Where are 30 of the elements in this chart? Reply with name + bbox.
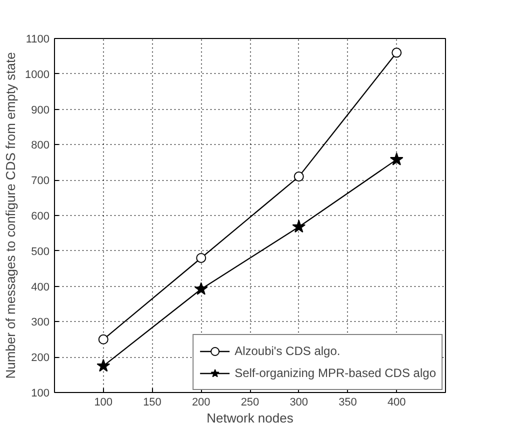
y-axis-title: Number of messages to configure CDS from empty state (3, 52, 18, 379)
point (96, 358, 110, 372)
y-tick-label: 900 (31, 104, 50, 116)
x-tick-label: 200 (192, 396, 210, 408)
legend-label: Alzoubi's CDS algo. (234, 344, 340, 358)
y-tick-label: 600 (31, 210, 50, 222)
point (196, 252, 206, 263)
point (392, 48, 402, 58)
x-tick-label: 350 (338, 396, 357, 408)
point (292, 220, 306, 233)
y-tick-label: 800 (31, 140, 50, 152)
y-tick-label: 400 (31, 281, 50, 294)
y-tick-label: 100 (31, 388, 50, 400)
y-tick-label: 1100 (26, 34, 50, 46)
x-tick-label: 250 (240, 396, 260, 408)
y-tick-label: 1000 (25, 68, 50, 81)
x-axis-title: Network nodes (206, 410, 294, 426)
x-tick-label: 150 (143, 396, 162, 408)
x-tick-label: 100 (94, 396, 113, 408)
y-tick-label: 300 (31, 316, 50, 329)
y-tick-label: 700 (31, 175, 50, 188)
x-tick-label: 400 (387, 396, 406, 408)
point (98, 334, 108, 344)
point (390, 152, 404, 166)
point (294, 172, 304, 182)
y-tick-label: 200 (31, 352, 50, 364)
point (194, 282, 208, 295)
x-tick-label: 300 (290, 396, 308, 408)
y-tick-label: 500 (31, 246, 50, 258)
legend-label: Self-organizing MPR-based CDS algo (234, 366, 436, 380)
